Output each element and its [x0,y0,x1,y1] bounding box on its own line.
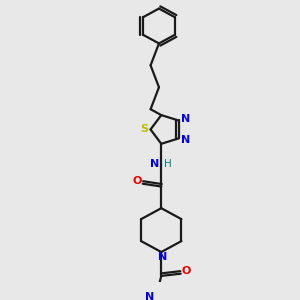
Text: N: N [145,292,154,300]
Text: N: N [181,114,190,124]
Text: N: N [158,251,167,262]
Text: O: O [133,176,142,187]
Text: S: S [140,124,148,134]
Text: N: N [181,135,190,145]
Text: O: O [182,266,191,276]
Text: N: N [150,159,159,169]
Text: H: H [164,159,172,169]
